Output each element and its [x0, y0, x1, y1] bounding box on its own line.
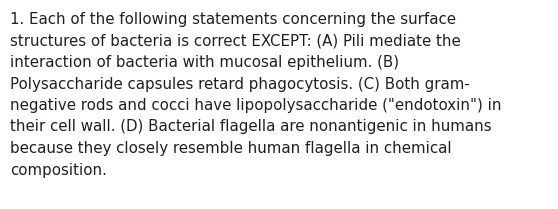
Text: interaction of bacteria with mucosal epithelium. (B): interaction of bacteria with mucosal epi… [10, 55, 399, 70]
Text: 1. Each of the following statements concerning the surface: 1. Each of the following statements conc… [10, 12, 456, 27]
Text: composition.: composition. [10, 163, 107, 177]
Text: their cell wall. (D) Bacterial flagella are nonantigenic in humans: their cell wall. (D) Bacterial flagella … [10, 120, 492, 135]
Text: negative rods and cocci have lipopolysaccharide ("endotoxin") in: negative rods and cocci have lipopolysac… [10, 98, 502, 113]
Text: because they closely resemble human flagella in chemical: because they closely resemble human flag… [10, 141, 451, 156]
Text: Polysaccharide capsules retard phagocytosis. (C) Both gram-: Polysaccharide capsules retard phagocyto… [10, 76, 470, 92]
Text: structures of bacteria is correct EXCEPT: (A) Pili mediate the: structures of bacteria is correct EXCEPT… [10, 33, 461, 48]
